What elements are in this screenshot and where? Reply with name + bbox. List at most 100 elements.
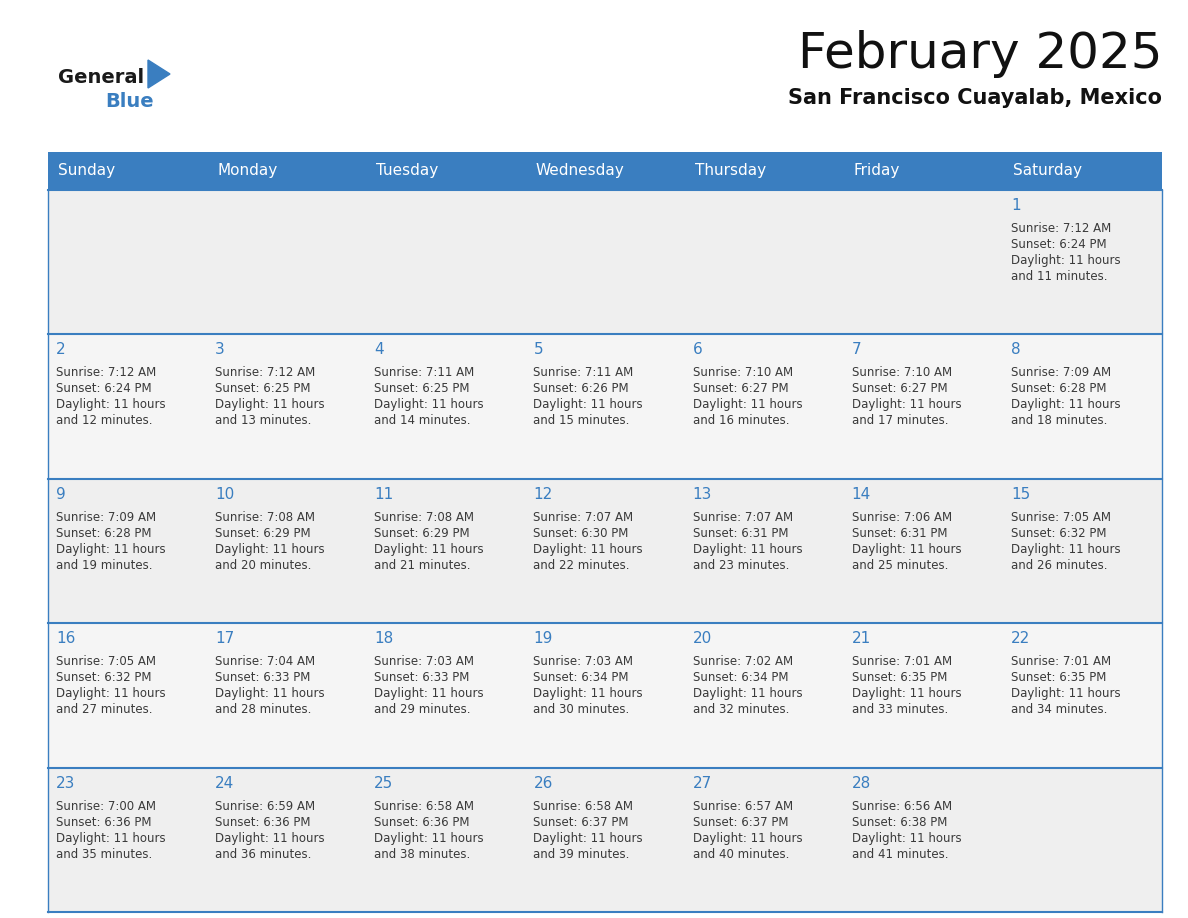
Text: Sunset: 6:25 PM: Sunset: 6:25 PM: [374, 383, 469, 396]
Text: and 32 minutes.: and 32 minutes.: [693, 703, 789, 716]
Text: Sunrise: 7:01 AM: Sunrise: 7:01 AM: [852, 655, 952, 668]
Text: Sunrise: 7:09 AM: Sunrise: 7:09 AM: [1011, 366, 1111, 379]
Text: Sunset: 6:38 PM: Sunset: 6:38 PM: [852, 815, 947, 829]
Text: Daylight: 11 hours: Daylight: 11 hours: [374, 688, 484, 700]
Text: Tuesday: Tuesday: [377, 163, 438, 178]
Text: 8: 8: [1011, 342, 1020, 357]
Text: Daylight: 11 hours: Daylight: 11 hours: [852, 688, 961, 700]
Text: Sunrise: 6:59 AM: Sunrise: 6:59 AM: [215, 800, 315, 812]
Text: and 41 minutes.: and 41 minutes.: [852, 847, 948, 860]
Text: 18: 18: [374, 632, 393, 646]
Text: and 33 minutes.: and 33 minutes.: [852, 703, 948, 716]
Text: 28: 28: [852, 776, 871, 790]
Bar: [48, 767, 1162, 912]
Text: 17: 17: [215, 632, 234, 646]
Text: Sunset: 6:33 PM: Sunset: 6:33 PM: [215, 671, 310, 684]
Text: Sunset: 6:28 PM: Sunset: 6:28 PM: [56, 527, 152, 540]
Text: 14: 14: [852, 487, 871, 502]
Text: and 34 minutes.: and 34 minutes.: [1011, 703, 1107, 716]
Bar: [48, 190, 1162, 334]
Text: Sunrise: 7:05 AM: Sunrise: 7:05 AM: [1011, 510, 1111, 524]
Bar: [48, 479, 1162, 623]
Text: and 25 minutes.: and 25 minutes.: [852, 559, 948, 572]
Text: Daylight: 11 hours: Daylight: 11 hours: [1011, 254, 1120, 267]
Text: 4: 4: [374, 342, 384, 357]
Text: Sunday: Sunday: [58, 163, 115, 178]
Text: Daylight: 11 hours: Daylight: 11 hours: [374, 398, 484, 411]
Text: Sunrise: 6:58 AM: Sunrise: 6:58 AM: [374, 800, 474, 812]
Text: Sunset: 6:34 PM: Sunset: 6:34 PM: [533, 671, 628, 684]
Text: and 21 minutes.: and 21 minutes.: [374, 559, 470, 572]
Text: Sunset: 6:36 PM: Sunset: 6:36 PM: [56, 815, 152, 829]
Text: Sunset: 6:36 PM: Sunset: 6:36 PM: [215, 815, 310, 829]
Text: Sunset: 6:36 PM: Sunset: 6:36 PM: [374, 815, 469, 829]
Text: 9: 9: [56, 487, 65, 502]
Text: and 14 minutes.: and 14 minutes.: [374, 414, 470, 428]
Text: 24: 24: [215, 776, 234, 790]
Text: Daylight: 11 hours: Daylight: 11 hours: [56, 688, 165, 700]
Text: Daylight: 11 hours: Daylight: 11 hours: [693, 832, 802, 845]
Text: Sunrise: 7:10 AM: Sunrise: 7:10 AM: [693, 366, 792, 379]
Text: Sunset: 6:26 PM: Sunset: 6:26 PM: [533, 383, 630, 396]
Text: 21: 21: [852, 632, 871, 646]
Text: Sunrise: 7:12 AM: Sunrise: 7:12 AM: [56, 366, 157, 379]
Text: Sunrise: 7:07 AM: Sunrise: 7:07 AM: [533, 510, 633, 524]
Text: Thursday: Thursday: [695, 163, 766, 178]
Text: 23: 23: [56, 776, 75, 790]
Text: Daylight: 11 hours: Daylight: 11 hours: [215, 832, 324, 845]
Text: Daylight: 11 hours: Daylight: 11 hours: [56, 832, 165, 845]
Text: Daylight: 11 hours: Daylight: 11 hours: [1011, 543, 1120, 555]
Text: and 12 minutes.: and 12 minutes.: [56, 414, 152, 428]
Text: Daylight: 11 hours: Daylight: 11 hours: [1011, 688, 1120, 700]
Text: Sunset: 6:29 PM: Sunset: 6:29 PM: [215, 527, 311, 540]
Text: Daylight: 11 hours: Daylight: 11 hours: [533, 688, 643, 700]
Text: Friday: Friday: [854, 163, 901, 178]
Text: Daylight: 11 hours: Daylight: 11 hours: [56, 543, 165, 555]
Text: and 26 minutes.: and 26 minutes.: [1011, 559, 1107, 572]
Text: Sunrise: 6:57 AM: Sunrise: 6:57 AM: [693, 800, 792, 812]
Text: 27: 27: [693, 776, 712, 790]
Text: Blue: Blue: [105, 92, 153, 111]
Text: and 30 minutes.: and 30 minutes.: [533, 703, 630, 716]
Text: and 11 minutes.: and 11 minutes.: [1011, 270, 1107, 283]
Bar: [48, 152, 1162, 190]
Text: and 15 minutes.: and 15 minutes.: [533, 414, 630, 428]
Text: and 39 minutes.: and 39 minutes.: [533, 847, 630, 860]
Text: and 19 minutes.: and 19 minutes.: [56, 559, 152, 572]
Text: Daylight: 11 hours: Daylight: 11 hours: [215, 688, 324, 700]
Text: and 28 minutes.: and 28 minutes.: [215, 703, 311, 716]
Text: Sunset: 6:32 PM: Sunset: 6:32 PM: [56, 671, 152, 684]
Text: Sunset: 6:34 PM: Sunset: 6:34 PM: [693, 671, 788, 684]
Text: and 16 minutes.: and 16 minutes.: [693, 414, 789, 428]
Text: and 20 minutes.: and 20 minutes.: [215, 559, 311, 572]
Text: Sunrise: 7:09 AM: Sunrise: 7:09 AM: [56, 510, 156, 524]
Text: Sunset: 6:27 PM: Sunset: 6:27 PM: [852, 383, 947, 396]
Text: Daylight: 11 hours: Daylight: 11 hours: [533, 398, 643, 411]
Text: and 35 minutes.: and 35 minutes.: [56, 847, 152, 860]
Text: Daylight: 11 hours: Daylight: 11 hours: [374, 543, 484, 555]
Text: Daylight: 11 hours: Daylight: 11 hours: [693, 688, 802, 700]
Text: 6: 6: [693, 342, 702, 357]
Text: Sunset: 6:35 PM: Sunset: 6:35 PM: [1011, 671, 1106, 684]
Text: February 2025: February 2025: [797, 30, 1162, 78]
Text: Sunrise: 7:08 AM: Sunrise: 7:08 AM: [215, 510, 315, 524]
Text: and 23 minutes.: and 23 minutes.: [693, 559, 789, 572]
Text: Daylight: 11 hours: Daylight: 11 hours: [533, 543, 643, 555]
Text: Sunset: 6:27 PM: Sunset: 6:27 PM: [693, 383, 788, 396]
Text: Sunrise: 6:56 AM: Sunrise: 6:56 AM: [852, 800, 952, 812]
Text: and 27 minutes.: and 27 minutes.: [56, 703, 152, 716]
Text: 2: 2: [56, 342, 65, 357]
Text: 3: 3: [215, 342, 225, 357]
Text: Sunset: 6:37 PM: Sunset: 6:37 PM: [693, 815, 788, 829]
Text: Sunset: 6:30 PM: Sunset: 6:30 PM: [533, 527, 628, 540]
Text: Sunrise: 7:06 AM: Sunrise: 7:06 AM: [852, 510, 952, 524]
Text: Daylight: 11 hours: Daylight: 11 hours: [693, 543, 802, 555]
Bar: [48, 334, 1162, 479]
Text: Sunrise: 7:12 AM: Sunrise: 7:12 AM: [215, 366, 315, 379]
Bar: [48, 623, 1162, 767]
Text: Daylight: 11 hours: Daylight: 11 hours: [215, 398, 324, 411]
Text: 11: 11: [374, 487, 393, 502]
Text: Sunrise: 7:08 AM: Sunrise: 7:08 AM: [374, 510, 474, 524]
Text: Sunrise: 7:00 AM: Sunrise: 7:00 AM: [56, 800, 156, 812]
Text: Daylight: 11 hours: Daylight: 11 hours: [56, 398, 165, 411]
